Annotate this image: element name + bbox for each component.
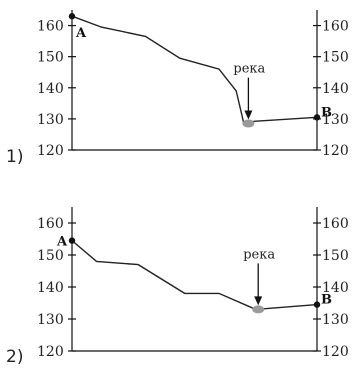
left-tick-label: 150 xyxy=(37,50,64,66)
profile-line xyxy=(71,240,318,311)
end-label: B xyxy=(321,293,332,308)
end-point xyxy=(313,114,321,121)
left-tick-label: 130 xyxy=(37,112,64,128)
left-tick-label: 140 xyxy=(37,280,64,296)
right-tick-label: 150 xyxy=(322,248,349,264)
right-tick-label: 130 xyxy=(322,112,349,128)
end-label: B xyxy=(321,105,332,120)
start-point xyxy=(68,237,76,244)
end-point xyxy=(313,301,321,308)
right-tick-label: 140 xyxy=(322,81,349,97)
left-tick-label: 160 xyxy=(37,19,64,35)
start-point xyxy=(68,13,76,20)
right-tick-label: 120 xyxy=(322,143,349,159)
river-marker xyxy=(242,119,255,128)
right-tick-label: 150 xyxy=(322,50,349,66)
profile-line xyxy=(71,15,318,123)
right-tick-label: 120 xyxy=(322,344,349,360)
left-tick-label: 120 xyxy=(37,143,64,159)
option-label: 1) xyxy=(6,147,23,167)
left-tick-label: 160 xyxy=(37,216,64,232)
river-label: река xyxy=(243,247,275,262)
left-tick-label: 140 xyxy=(37,81,64,97)
right-tick-label: 130 xyxy=(322,312,349,328)
river-marker xyxy=(252,305,265,314)
river-arrow-head xyxy=(244,110,253,120)
river-label: река xyxy=(233,62,265,77)
start-label: A xyxy=(56,235,68,250)
start-label: A xyxy=(75,26,87,41)
left-tick-label: 130 xyxy=(37,312,64,328)
left-tick-label: 120 xyxy=(37,344,64,360)
right-tick-label: 140 xyxy=(322,280,349,296)
option-label: 2) xyxy=(6,347,23,367)
river-arrow-head xyxy=(254,296,263,306)
left-tick-label: 150 xyxy=(37,248,64,264)
right-tick-label: 160 xyxy=(322,216,349,232)
right-tick-label: 160 xyxy=(322,19,349,35)
